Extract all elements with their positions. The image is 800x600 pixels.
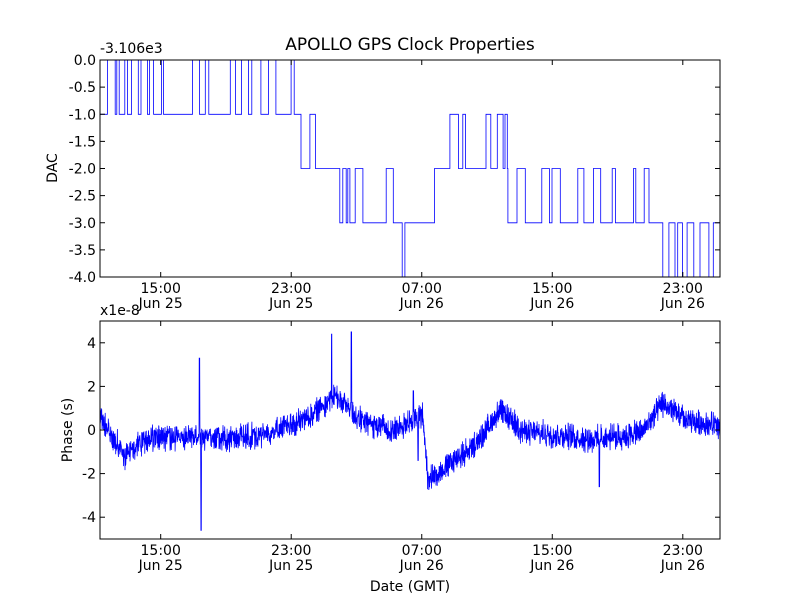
x-tick-label-date: Jun 25 [138, 558, 183, 574]
x-tick-label-time: 23:00 [271, 281, 311, 297]
x-tick-label-time: 23:00 [271, 543, 311, 559]
x-tick-label-date: Jun 26 [399, 558, 444, 574]
x-tick-label-date: Jun 25 [268, 296, 313, 312]
x-tick-label-date: Jun 26 [529, 558, 574, 574]
dac-ticks: 0.0 -0.5 -1.0 -1.5 -2.0 -2.5 -3.0 -3.5 -4.0 15:00… [69, 53, 720, 312]
x-tick-label-date: Jun 25 [138, 296, 183, 312]
phase-y-axis-label: Phase (s) [60, 398, 76, 462]
x-tick-label-date: Jun 26 [660, 558, 705, 574]
x-tick-label-time: 15:00 [532, 543, 572, 559]
x-tick-label-time: 15:00 [532, 281, 572, 297]
y-tick-label: -4 [82, 510, 96, 526]
y-tick-label: 2 [87, 379, 96, 395]
x-tick-label-date: Jun 25 [268, 558, 313, 574]
dac-panel: -3.106e3 DAC 0.0 -0.5 -1.0 -1.5 -2.0 -2.5 -3.0… [45, 41, 721, 312]
phase-offset-label: x1e-8 [100, 303, 140, 319]
x-tick-label-time: 23:00 [663, 543, 703, 559]
y-tick-label: 0 [87, 423, 96, 439]
y-tick-label: -2.5 [69, 189, 96, 205]
y-tick-label: -4.0 [69, 270, 96, 286]
y-tick-label: -2.0 [69, 162, 96, 178]
phase-plot-area [99, 331, 721, 531]
dac-offset-label: -3.106e3 [100, 41, 163, 57]
x-tick-label-date: Jun 26 [529, 296, 574, 312]
x-tick-label-time: 07:00 [402, 281, 442, 297]
y-tick-label: -2 [82, 467, 96, 483]
x-tick-label-time: 23:00 [663, 281, 703, 297]
dac-axes-frame [99, 59, 721, 278]
x-tick-label-date: Jun 26 [399, 296, 444, 312]
x-tick-label-time: 15:00 [141, 281, 181, 297]
phase-series-line [99, 331, 721, 531]
x-tick-label-time: 07:00 [402, 543, 442, 559]
chart-title: APOLLO GPS Clock Properties [285, 35, 535, 55]
y-tick-label: -3.5 [69, 243, 96, 259]
phase-axes-frame [99, 320, 721, 540]
phase-panel: x1e-8 Phase (s) Date (GMT) 420-2-415:00J… [60, 303, 721, 595]
y-tick-label: 4 [87, 336, 96, 352]
phase-x-axis-label: Date (GMT) [370, 579, 450, 595]
y-tick-label: -1.5 [69, 134, 96, 150]
y-tick-label: -3.0 [69, 216, 96, 232]
x-tick-label-time: 15:00 [141, 543, 181, 559]
y-tick-label: -0.5 [69, 80, 96, 96]
x-tick-label-date: Jun 26 [660, 296, 705, 312]
y-tick-label: -1.0 [69, 107, 96, 123]
y-tick-label: 0.0 [74, 53, 96, 69]
dac-y-axis-label: DAC [45, 153, 61, 183]
